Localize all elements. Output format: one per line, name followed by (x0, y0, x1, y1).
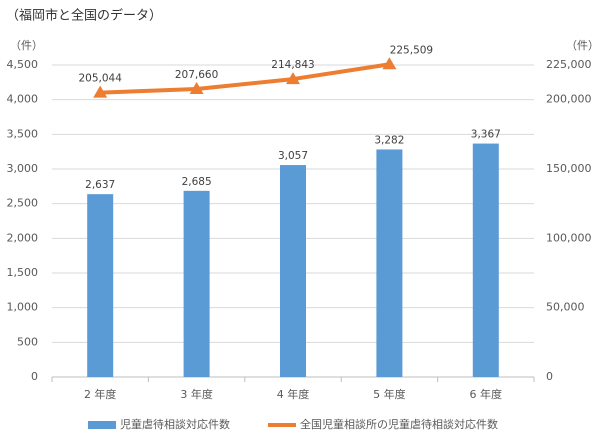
bar (280, 165, 306, 377)
line-marker (382, 57, 397, 70)
y-tick-label: 1,000 (7, 301, 39, 314)
bar (183, 190, 210, 377)
bar-value-label: 2,637 (85, 179, 115, 191)
y-tick-label: 4,500 (7, 58, 39, 71)
line-value-label: 205,044 (78, 73, 122, 85)
y-tick-label: 500 (17, 335, 38, 348)
bar-value-label: 3,282 (374, 134, 404, 146)
line-marker (286, 72, 300, 85)
bar (472, 143, 499, 377)
y-tick-label: 0 (31, 370, 38, 383)
line-marker (189, 82, 204, 95)
bar (376, 149, 403, 377)
y-tick-label: 2,500 (7, 197, 39, 210)
y2-tick-label: 50,000 (546, 301, 585, 314)
y-axis-unit: （件） (10, 39, 43, 52)
y2-tick-label: 200,000 (546, 93, 592, 106)
y-tick-label: 3,500 (7, 127, 39, 140)
y2-tick-label: 225,000 (546, 58, 592, 71)
y2-tick-label: 0 (546, 370, 553, 383)
y-tick-label: 1,500 (7, 266, 39, 279)
legend-label: 全国児童相談所の児童虐待相談対応件数 (300, 417, 498, 431)
y-tick-label: 3,000 (7, 162, 39, 175)
bar-value-label: 3,057 (278, 150, 308, 162)
line-value-label: 207,660 (175, 69, 218, 81)
bar-value-label: 2,685 (182, 176, 212, 188)
legend-label: 児童虐待相談対応件数 (120, 417, 230, 431)
legend-swatch (88, 421, 116, 429)
y-tick-label: 4,000 (7, 93, 39, 106)
y2-axis-unit: （件） (566, 39, 597, 52)
chart-title: （福岡市と全国のデータ） (6, 8, 162, 24)
line-marker (93, 85, 108, 98)
y-tick-label: 2,000 (7, 231, 39, 244)
x-tick-label: 2 年度 (84, 387, 117, 401)
bar (87, 194, 114, 377)
line-value-label: 225,509 (390, 44, 433, 56)
y2-tick-label: 150,000 (546, 162, 592, 175)
y2-tick-label: 100,000 (546, 231, 592, 244)
bar-value-label: 3,367 (471, 129, 501, 141)
x-tick-label: 3 年度 (180, 387, 213, 401)
line (100, 62, 390, 95)
x-tick-label: 6 年度 (470, 387, 503, 401)
x-tick-label: 4 年度 (277, 387, 310, 401)
x-tick-label: 5 年度 (373, 387, 406, 401)
line-value-label: 214,843 (271, 59, 314, 71)
